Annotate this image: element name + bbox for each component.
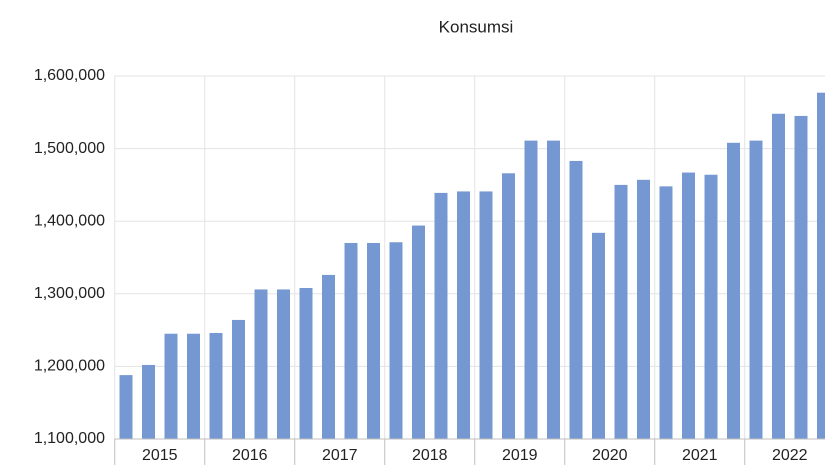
bar (344, 242, 358, 439)
bar (502, 173, 515, 439)
bar (254, 289, 268, 439)
bar (142, 364, 155, 439)
bar (187, 333, 200, 439)
bar (367, 242, 380, 439)
bar (772, 113, 785, 439)
x-tick-label: 2021 (682, 447, 718, 464)
bar (704, 174, 718, 439)
bar (817, 92, 825, 439)
bar (389, 242, 403, 439)
y-tick-label: 1,400,000 (34, 212, 105, 229)
y-tick-label: 1,100,000 (34, 430, 105, 447)
y-tick-label: 1,300,000 (34, 285, 105, 302)
x-tick-label: 2016 (232, 447, 268, 464)
x-tick-label: 2018 (412, 447, 448, 464)
bar (569, 160, 583, 439)
bar (749, 140, 763, 439)
x-tick-label: 2017 (322, 447, 358, 464)
bar (164, 333, 178, 439)
bar (592, 232, 605, 439)
y-tick-label: 1,500,000 (34, 140, 105, 157)
bar (457, 191, 470, 439)
bar (412, 225, 425, 439)
bar (232, 319, 245, 439)
bar (322, 274, 335, 439)
bar (209, 333, 223, 439)
bar (794, 115, 808, 440)
chart-title: Konsumsi (439, 17, 514, 36)
bar (119, 375, 133, 439)
y-tick-label: 1,200,000 (34, 358, 105, 375)
x-tick-label: 2019 (502, 447, 538, 464)
bar (727, 142, 740, 440)
bar (479, 191, 493, 439)
x-tick-label: 2015 (142, 447, 178, 464)
x-tick-label: 2022 (772, 447, 808, 464)
y-tick-label: 1,600,000 (34, 67, 105, 84)
bar (299, 287, 313, 439)
bar (524, 140, 538, 439)
bar (682, 172, 695, 440)
bar (547, 140, 560, 439)
bar (434, 192, 448, 439)
bar (637, 179, 650, 439)
bar (614, 184, 628, 439)
bar (277, 289, 290, 439)
bar (659, 186, 673, 439)
x-tick-label: 2020 (592, 447, 628, 464)
